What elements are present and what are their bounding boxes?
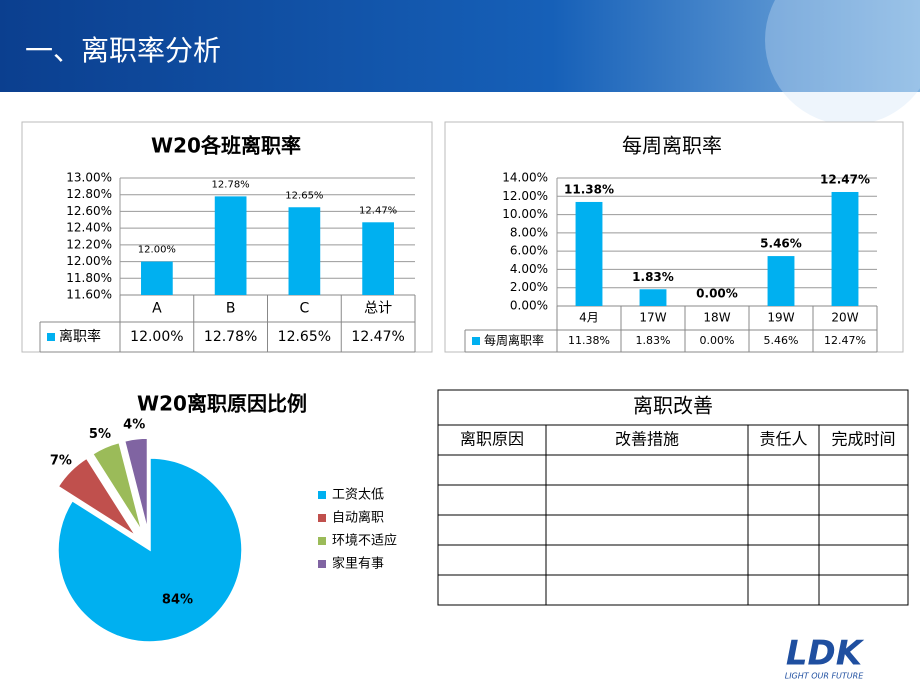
y-tick-label: 4.00% [510,262,548,276]
data-label: 11.38% [564,182,614,196]
globe [765,0,920,125]
table-value: 0.00% [700,334,735,347]
table-frame [437,389,909,606]
legend-label: 家里有事 [332,556,384,572]
y-tick-label: 8.00% [510,225,548,239]
data-label: 84% [162,592,193,607]
legend-swatch [318,514,326,522]
data-label: 7% [50,453,72,468]
pie-slice [91,441,143,533]
data-label: 0.00% [696,287,738,301]
y-tick-label: 10.00% [502,207,548,221]
y-tick-label: 12.80% [66,187,112,201]
bar [214,196,247,295]
chart-title: W20各班离职率 [151,134,301,158]
y-tick-label: 2.00% [510,280,548,294]
bar [831,191,859,306]
x-tick-label: 4月 [579,311,599,325]
table-value: 12.78% [204,329,257,345]
legend-label: 自动离职 [332,510,384,526]
legend-swatch [318,560,326,568]
data-label: 5.46% [760,237,802,251]
legend-swatch [318,491,326,499]
y-tick-label: 12.60% [66,204,112,218]
x-tick-label: 总计 [364,301,392,317]
table-value: 11.38% [568,334,610,347]
legend-swatch [47,333,55,341]
y-tick-label: 11.60% [66,288,112,302]
table-header: 责任人 [759,430,807,449]
bar [362,222,394,295]
legend-label: 每周离职率 [484,333,544,348]
table-value: 12.47% [351,329,404,345]
y-tick-label: 11.80% [66,271,112,285]
table-title: 离职改善 [633,394,713,418]
bar [767,256,795,306]
logo-brand: LDK [786,634,865,674]
legend-label: 离职率 [59,328,101,345]
chart-frame [444,121,904,353]
y-tick-label: 13.00% [66,171,112,185]
table-header: 完成时间 [831,430,895,449]
data-label: 12.47% [820,172,870,186]
y-tick-label: 12.00% [66,254,112,268]
table-header: 改善措施 [615,430,679,449]
table-value: 12.65% [278,329,331,345]
x-tick-label: B [226,301,236,317]
bar [639,289,667,306]
y-tick-label: 12.00% [502,189,548,203]
data-label: 12.78% [212,179,250,190]
data-label: 4% [123,417,145,432]
data-label: 12.65% [285,190,323,201]
data-label: 5% [89,427,111,442]
header-band [0,0,920,92]
y-tick-label: 12.40% [66,221,112,235]
data-label: 1.83% [632,270,674,284]
bar [575,201,603,306]
bar [141,261,173,295]
x-tick-label: 18W [703,311,730,325]
chart-title: W20离职原因比例 [137,392,307,416]
x-tick-label: 17W [639,311,666,325]
legend-swatch [318,537,326,545]
x-tick-label: A [152,301,162,317]
data-label: 12.00% [138,245,176,256]
y-tick-label: 0.00% [510,299,548,313]
chart-title: 每周离职率 [622,134,722,158]
legend-label: 环境不适应 [332,533,397,549]
table-value: 12.47% [824,334,866,347]
pie-slice [57,457,243,643]
table-header: 离职原因 [460,430,524,449]
table-value: 12.00% [130,329,183,345]
x-tick-label: C [299,301,309,317]
data-label: 12.47% [359,205,397,216]
y-tick-label: 6.00% [510,244,548,258]
legend-swatch [472,337,480,345]
pie-slice [123,437,149,531]
table-value: 1.83% [636,334,671,347]
bar [288,207,321,295]
table-value: 5.46% [764,334,799,347]
slide-title: 一、离职率分析 [25,34,221,67]
pie-slice [57,457,137,537]
logo-slogan: LIGHT OUR FUTURE [785,672,864,681]
x-tick-label: 19W [767,311,794,325]
x-tick-label: 20W [831,311,858,325]
y-tick-label: 14.00% [502,171,548,185]
legend-label: 工资太低 [332,488,384,503]
y-tick-label: 12.20% [66,237,112,251]
